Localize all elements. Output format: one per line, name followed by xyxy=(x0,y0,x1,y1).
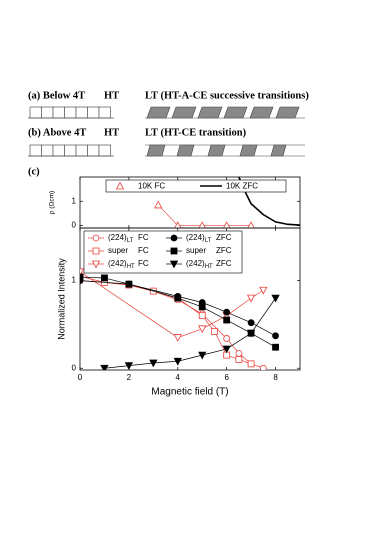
marker xyxy=(235,349,243,357)
x-axis-label: Magnetic field (T) xyxy=(151,387,228,398)
lt-stripes-b xyxy=(145,144,305,157)
legend-subscript: HT xyxy=(205,264,213,270)
legend-condition: ZFC xyxy=(216,246,232,255)
b-ht: HT xyxy=(104,127,119,138)
legend-condition: FC xyxy=(138,233,149,242)
legend-label: super xyxy=(108,246,128,255)
legend-label: (242)HT xyxy=(108,259,135,269)
legend-label: super xyxy=(186,246,206,255)
marker xyxy=(170,234,178,242)
legend-box xyxy=(83,230,243,274)
series-line xyxy=(157,204,252,226)
marker xyxy=(100,364,109,370)
lt-stripes-a xyxy=(145,106,305,119)
series-line xyxy=(80,280,276,337)
y-tick-label: 1 xyxy=(72,276,77,285)
legend-subscript: LT xyxy=(205,238,212,244)
marker xyxy=(92,247,100,255)
marker xyxy=(174,221,182,228)
y-axis-label: ρ (Ωcm) xyxy=(49,191,56,214)
x-tick-label: 6 xyxy=(224,373,229,382)
marker xyxy=(173,357,182,366)
marker xyxy=(198,312,206,320)
x-tick-label: 8 xyxy=(273,373,278,382)
marker xyxy=(246,294,256,303)
marker xyxy=(198,325,207,334)
series-line xyxy=(104,297,276,369)
plot-frame xyxy=(79,227,301,371)
marker xyxy=(223,221,231,228)
marker xyxy=(124,362,134,370)
series-line xyxy=(238,177,300,226)
y-tick-label: 0 xyxy=(72,221,77,230)
series-line xyxy=(80,276,276,348)
legend-condition: FC xyxy=(138,259,149,268)
marker xyxy=(101,274,108,282)
ht-boxes-a xyxy=(28,106,114,119)
legend-condition: ZFC xyxy=(216,259,232,268)
marker xyxy=(125,280,133,288)
plot-area xyxy=(154,177,300,228)
marker xyxy=(247,360,255,368)
marker xyxy=(272,343,279,351)
legend-condition: ZFC xyxy=(216,233,232,242)
a-ht: HT xyxy=(104,90,119,101)
marker xyxy=(222,345,231,354)
marker xyxy=(173,334,182,342)
legend-label: 10K ZFC xyxy=(226,182,258,191)
x-tick-label: 2 xyxy=(127,373,132,382)
marker xyxy=(92,234,100,242)
legend-label: (224)LT xyxy=(186,233,212,243)
marker xyxy=(247,319,255,327)
marker xyxy=(211,328,218,335)
marker xyxy=(272,332,279,340)
legend-subscript: LT xyxy=(127,238,134,244)
marker xyxy=(198,351,207,360)
marker xyxy=(115,181,125,190)
b-lt: LT (HT-CE transition) xyxy=(145,127,247,138)
legend-condition: FC xyxy=(138,246,149,255)
a-lt: LT (HT-A-CE successive transitions) xyxy=(145,90,309,101)
marker xyxy=(247,221,255,228)
b-label: (b) Above 4T xyxy=(28,127,86,138)
marker xyxy=(235,356,243,363)
marker xyxy=(149,359,158,368)
marker xyxy=(223,335,231,342)
marker xyxy=(223,308,231,316)
marker xyxy=(91,260,101,269)
ht-boxes-b xyxy=(28,144,114,157)
marker xyxy=(174,294,182,302)
legend-label: (242)HT xyxy=(186,259,213,269)
x-tick-label: 4 xyxy=(176,373,181,382)
plot-area xyxy=(80,268,280,370)
y-tick-label: 0 xyxy=(72,363,77,372)
marker xyxy=(259,364,267,370)
marker xyxy=(223,316,231,324)
legend-subscript: HT xyxy=(127,264,135,270)
y-tick-label: 1 xyxy=(72,196,77,205)
legend-label: (224)LT xyxy=(108,233,134,243)
x-tick-label: 0 xyxy=(78,373,83,382)
marker xyxy=(169,260,179,269)
marker xyxy=(198,221,206,228)
y-axis-label: Normalized Intensity xyxy=(56,258,66,340)
marker xyxy=(259,286,268,295)
c-label: (c) xyxy=(28,166,40,177)
marker xyxy=(80,273,84,281)
a-label: (a) Below 4T xyxy=(28,90,85,101)
series-line xyxy=(80,275,252,365)
marker xyxy=(170,247,178,255)
legend-box xyxy=(105,179,287,193)
series-line xyxy=(80,280,264,369)
marker xyxy=(271,294,280,303)
marker xyxy=(246,329,256,338)
marker xyxy=(198,303,206,311)
marker xyxy=(154,200,163,209)
legend-label: 10K FC xyxy=(138,182,165,191)
